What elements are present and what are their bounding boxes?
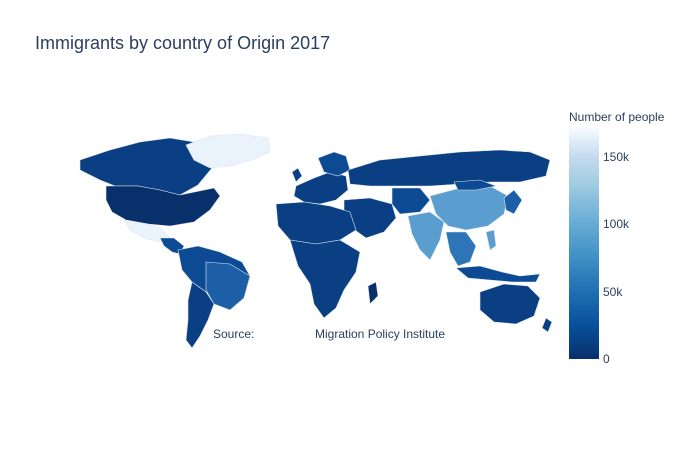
country-europe-west[interactable]: [293, 171, 349, 205]
country-usa[interactable]: [105, 185, 221, 227]
country-canada[interactable]: [79, 137, 221, 196]
colorbar-title: Number of people: [569, 110, 665, 124]
country-south-america-south[interactable]: [185, 281, 215, 349]
country-brazil[interactable]: [205, 261, 251, 311]
country-new-zealand[interactable]: [541, 317, 553, 333]
colorbar-tick-150k: 150k: [603, 150, 630, 164]
colorbar: [569, 128, 599, 359]
country-philippines[interactable]: [485, 229, 497, 251]
colorbar-tick-50k: 50k: [603, 285, 623, 299]
country-mongolia[interactable]: [453, 179, 498, 191]
country-central-asia[interactable]: [391, 187, 431, 215]
country-madagascar[interactable]: [367, 281, 379, 305]
country-indonesia[interactable]: [455, 265, 541, 283]
country-australia[interactable]: [479, 283, 541, 325]
country-korea-japan[interactable]: [503, 189, 523, 215]
country-north-africa[interactable]: [275, 201, 357, 245]
source-label: Source:: [213, 327, 255, 341]
chart-title: Immigrants by country of Origin 2017: [35, 33, 331, 53]
source-value: Migration Policy Institute: [315, 327, 446, 341]
country-india[interactable]: [407, 211, 445, 261]
country-russia[interactable]: [347, 149, 551, 187]
country-scandinavia[interactable]: [317, 151, 351, 177]
country-southeast-asia[interactable]: [445, 231, 477, 267]
colorbar-tick-0: 0: [603, 352, 610, 366]
country-greenland[interactable]: [185, 133, 271, 169]
country-sub-saharan-africa[interactable]: [289, 239, 361, 319]
country-uk[interactable]: [291, 167, 303, 183]
colorbar-tick-100k: 100k: [603, 217, 630, 231]
